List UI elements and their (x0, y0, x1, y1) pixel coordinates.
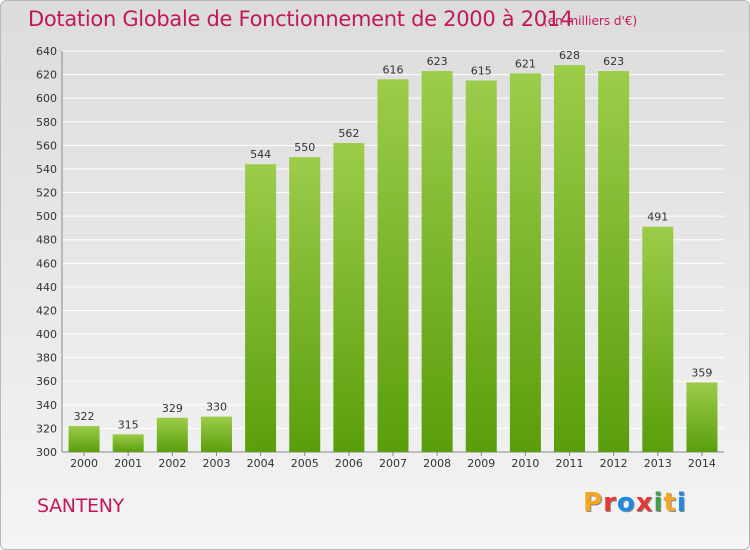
data-label: 562 (338, 127, 359, 140)
y-tick-label: 440 (36, 281, 57, 294)
bar (598, 71, 630, 453)
proxiti-logo: Proxiti (583, 488, 687, 518)
y-tick-label: 340 (36, 399, 57, 412)
x-tick-label: 2002 (158, 457, 186, 470)
data-label: 315 (118, 418, 139, 431)
data-label: 544 (250, 148, 271, 161)
data-label: 359 (691, 366, 712, 379)
y-tick-label: 360 (36, 375, 57, 388)
bar (421, 71, 453, 453)
x-tick-label: 2005 (291, 457, 319, 470)
data-label: 628 (559, 49, 580, 62)
x-tick-label: 2004 (247, 457, 275, 470)
logo-letter: o (616, 488, 636, 518)
bar (200, 416, 232, 452)
y-tick-label: 620 (36, 69, 57, 82)
y-tick-label: 520 (36, 187, 57, 200)
y-tick-label: 600 (36, 92, 57, 105)
x-tick-label: 2011 (556, 457, 584, 470)
y-tick-label: 320 (36, 422, 57, 435)
logo-letter: i (653, 488, 664, 518)
logo-letter: x (635, 488, 654, 518)
y-tick-label: 460 (36, 257, 57, 270)
y-tick-label: 380 (36, 352, 57, 365)
commune-name: SANTENY (37, 495, 124, 517)
x-tick-label: 2010 (511, 457, 539, 470)
x-tick-label: 2007 (379, 457, 407, 470)
data-label: 330 (206, 401, 227, 414)
data-label: 322 (74, 410, 95, 423)
y-tick-label: 400 (36, 328, 57, 341)
x-tick-label: 2006 (335, 457, 363, 470)
data-label: 621 (515, 57, 536, 70)
chart-title: Dotation Globale de Fonctionnement de 20… (28, 7, 573, 31)
y-tick-label: 560 (36, 139, 57, 152)
data-label: 623 (603, 55, 624, 68)
bar (554, 65, 586, 452)
x-tick-label: 2001 (114, 457, 142, 470)
logo-letter: r (603, 488, 617, 518)
data-label: 623 (427, 55, 448, 68)
x-tick-label: 2008 (423, 457, 451, 470)
logo-letter: P (583, 488, 604, 518)
x-tick-label: 2000 (70, 457, 98, 470)
logo-letter: i (676, 488, 687, 518)
bar (333, 142, 365, 452)
bar (112, 434, 144, 452)
x-tick-label: 2009 (467, 457, 495, 470)
y-tick-label: 420 (36, 304, 57, 317)
bar (289, 157, 321, 452)
x-tick-label: 2003 (202, 457, 230, 470)
y-tick-label: 500 (36, 210, 57, 223)
bar (68, 426, 100, 452)
chart-subtitle: (en milliers d'€) (543, 14, 638, 28)
x-tick-label: 2012 (600, 457, 628, 470)
bar (642, 226, 674, 452)
bar (156, 417, 188, 452)
y-tick-label: 640 (36, 45, 57, 58)
data-label: 616 (383, 63, 404, 76)
x-tick-label: 2013 (644, 457, 672, 470)
data-label: 329 (162, 402, 183, 415)
y-tick-label: 540 (36, 163, 57, 176)
bar (245, 164, 277, 453)
bar (509, 73, 541, 453)
bar (465, 80, 497, 452)
x-tick-label: 2014 (688, 457, 716, 470)
data-label: 550 (294, 141, 315, 154)
plot-area: 300 320 340 360 380 400 420 440 460 480 500 520 540 5… (36, 45, 724, 470)
bar (377, 79, 409, 453)
data-label: 491 (647, 211, 668, 224)
y-tick-label: 300 (36, 446, 57, 459)
bar (686, 382, 718, 452)
logo-letter: t (663, 488, 677, 518)
data-label: 615 (471, 64, 492, 77)
y-tick-label: 580 (36, 116, 57, 129)
y-tick-label: 480 (36, 234, 57, 247)
